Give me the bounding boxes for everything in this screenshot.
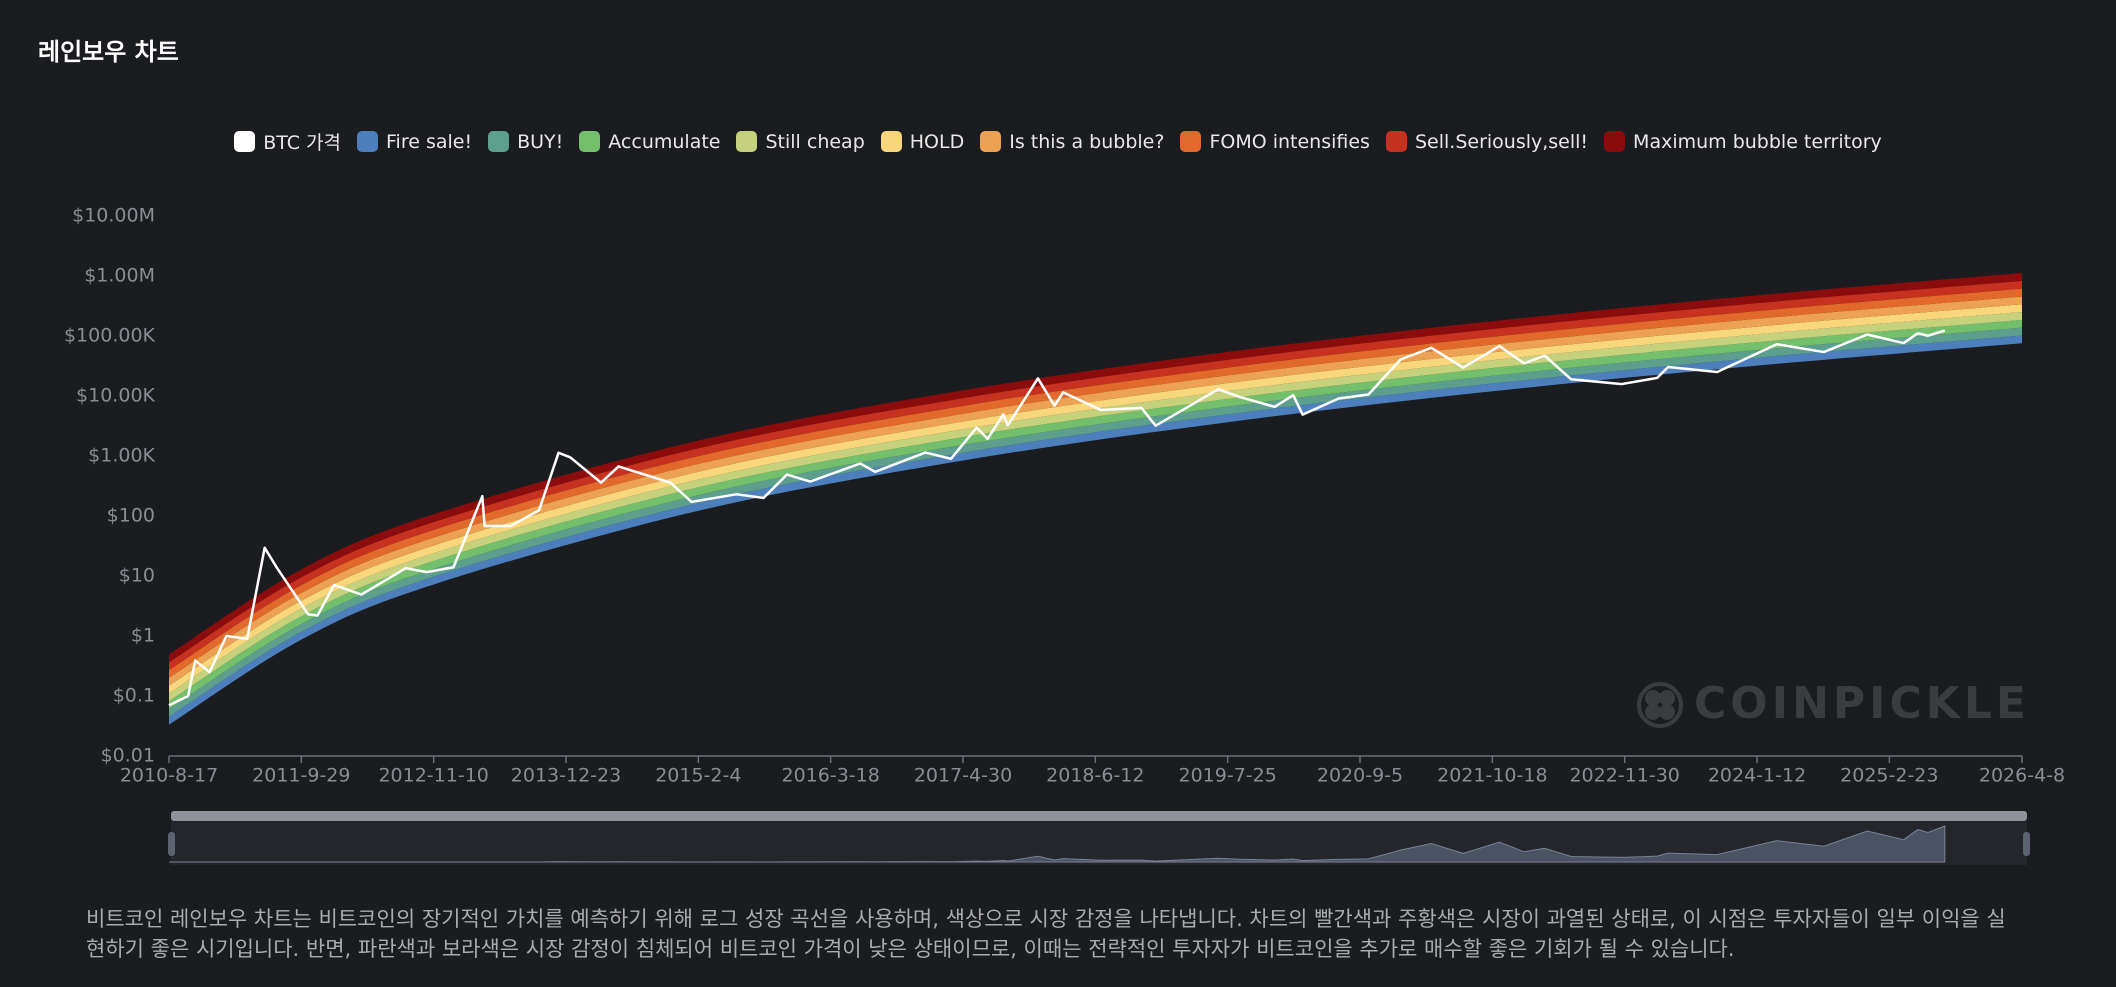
y-tick-label: $10.00K: [76, 385, 155, 407]
legend-item[interactable]: BTC 가격: [234, 128, 341, 155]
zoom-handle[interactable]: [2023, 832, 2030, 856]
legend-label: Fire sale!: [386, 130, 473, 153]
y-tick-label: $100.00K: [64, 325, 156, 347]
x-tick-label: 2018-6-12: [1046, 765, 1144, 787]
legend-label: Is this a bubble?: [1009, 130, 1165, 153]
legend-label: Maximum bubble territory: [1633, 130, 1882, 153]
legend-label: FOMO intensifies: [1209, 130, 1370, 153]
description: 비트코인 레인보우 차트는 비트코인의 장기적인 가치를 예측하기 위해 로그 …: [86, 907, 2006, 961]
legend-item[interactable]: Accumulate: [579, 128, 720, 155]
legend-swatch: [980, 131, 1002, 152]
legend-item[interactable]: FOMO intensifies: [1180, 128, 1370, 155]
legend-swatch: [880, 131, 902, 152]
x-tick-label: 2020-9-5: [1317, 765, 1403, 787]
legend-item[interactable]: HOLD: [880, 128, 965, 155]
legend-label: HOLD: [909, 130, 965, 153]
watermark: COINPICKLE: [1694, 678, 2030, 729]
page-title: 레인보우 차트: [38, 38, 179, 66]
legend-swatch: [1180, 131, 1202, 152]
x-tick-label: 2019-7-25: [1178, 765, 1276, 787]
legend-swatch: [579, 131, 601, 152]
zoom-overview: [169, 825, 1946, 863]
zoom-handle[interactable]: [168, 832, 175, 856]
legend-swatch: [357, 131, 379, 152]
x-tick-label: 2017-4-30: [914, 765, 1012, 787]
legend-label: BUY!: [517, 130, 564, 153]
price-line: [168, 329, 1946, 707]
x-tick-label: 2025-2-23: [1840, 765, 1938, 787]
legend-label: BTC 가격: [263, 132, 342, 154]
legend-swatch: [234, 131, 256, 152]
y-tick-label: $0.1: [113, 685, 155, 707]
x-tick-label: 2011-9-29: [252, 765, 350, 787]
x-tick-label: 2026-4-8: [1979, 765, 2065, 787]
x-tick-label: 2010-8-17: [120, 765, 218, 787]
y-tick-label: $10.00M: [72, 205, 155, 227]
legend-item[interactable]: Maximum bubble territory: [1604, 128, 1882, 155]
legend-item[interactable]: Is this a bubble?: [980, 128, 1164, 155]
y-tick-label: $1.00M: [84, 265, 155, 287]
y-tick-label: $1.00K: [88, 445, 155, 467]
x-tick-label: 2012-11-10: [378, 765, 488, 787]
x-tick-label: 2016-3-18: [781, 765, 879, 787]
legend-label: Sell.Seriously,sell!: [1414, 130, 1589, 153]
x-tick-label: 2015-2-4: [655, 765, 741, 787]
y-tick-label: $1: [131, 625, 155, 647]
x-tick-label: 2013-12-23: [511, 765, 621, 787]
legend-item[interactable]: BUY!: [488, 128, 563, 155]
legend-swatch: [1385, 131, 1407, 152]
x-tick-label: 2024-1-12: [1708, 765, 1806, 787]
watermark-icon: [1637, 682, 1683, 728]
legend-item[interactable]: Fire sale!: [357, 128, 472, 155]
y-tick-label: $10: [119, 565, 155, 587]
legend-label: Accumulate: [608, 130, 721, 153]
y-tick-label: $0.01: [101, 745, 155, 767]
chart: COINPICKLE $0.01 $0.1 $1 $10 $100 $1.00K $10.0…: [64, 205, 2065, 865]
legend-label: Still cheap: [765, 130, 865, 153]
legend-item[interactable]: Still cheap: [736, 128, 865, 155]
zoom-bar[interactable]: [171, 811, 2027, 821]
legend-swatch: [1604, 131, 1626, 152]
legend-swatch: [488, 131, 510, 152]
legend: BTC 가격 Fire sale! BUY! Accumulate Still chea…: [0, 128, 2116, 155]
y-tick-label: $100: [107, 505, 155, 527]
x-tick-label: 2022-11-30: [1569, 765, 1679, 787]
legend-item[interactable]: Sell.Seriously,sell!: [1385, 128, 1589, 155]
legend-swatch: [736, 131, 758, 152]
x-tick-label: 2021-10-18: [1437, 765, 1547, 787]
